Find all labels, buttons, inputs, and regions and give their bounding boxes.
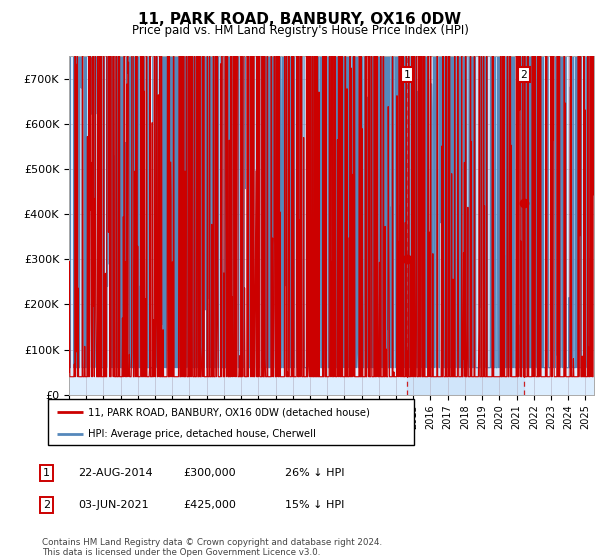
- Text: 2: 2: [43, 500, 50, 510]
- Text: 26% ↓ HPI: 26% ↓ HPI: [285, 468, 344, 478]
- Text: £300,000: £300,000: [183, 468, 236, 478]
- FancyBboxPatch shape: [48, 399, 414, 445]
- Text: Price paid vs. HM Land Registry's House Price Index (HPI): Price paid vs. HM Land Registry's House …: [131, 24, 469, 36]
- Text: HPI: Average price, detached house, Cherwell: HPI: Average price, detached house, Cher…: [88, 429, 316, 438]
- Text: 11, PARK ROAD, BANBURY, OX16 0DW (detached house): 11, PARK ROAD, BANBURY, OX16 0DW (detach…: [88, 407, 370, 417]
- Text: 15% ↓ HPI: 15% ↓ HPI: [285, 500, 344, 510]
- Text: £425,000: £425,000: [183, 500, 236, 510]
- Text: 1: 1: [43, 468, 50, 478]
- Text: 11, PARK ROAD, BANBURY, OX16 0DW: 11, PARK ROAD, BANBURY, OX16 0DW: [139, 12, 461, 27]
- Text: 1: 1: [404, 69, 410, 80]
- Bar: [407, 56, 524, 395]
- Text: 03-JUN-2021: 03-JUN-2021: [78, 500, 149, 510]
- Text: Contains HM Land Registry data © Crown copyright and database right 2024.
This d: Contains HM Land Registry data © Crown c…: [42, 538, 382, 557]
- Text: 22-AUG-2014: 22-AUG-2014: [78, 468, 152, 478]
- Text: 2: 2: [520, 69, 527, 80]
